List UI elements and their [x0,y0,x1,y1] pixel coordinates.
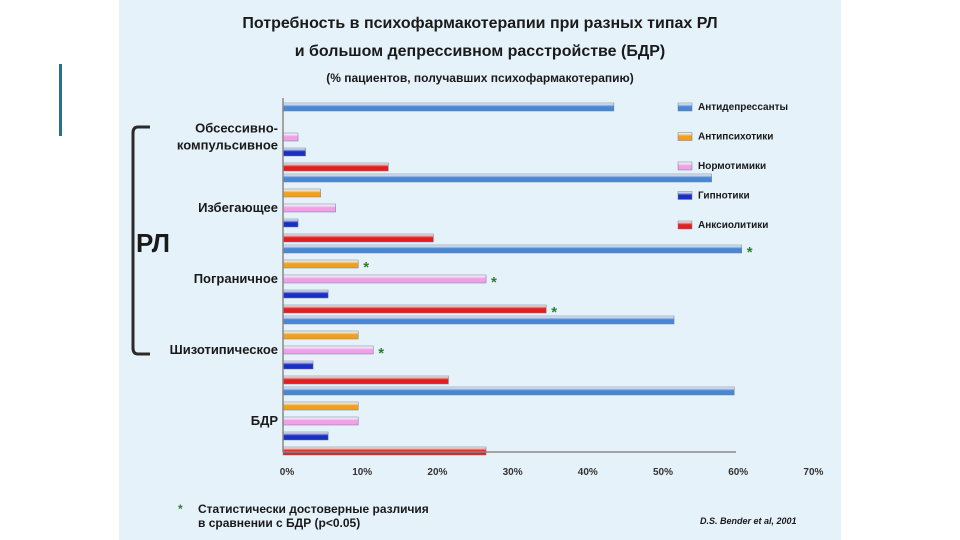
group-bracket [131,125,150,356]
category-label: Шизотипическое [170,342,278,357]
x-tick-label: 10% [352,467,372,478]
bar-4-2 [282,416,359,426]
footnote-line1: Статистически достоверные различия [198,502,429,516]
bar-3-4 [282,375,449,385]
bar-4-1 [282,401,359,411]
bar-3-2 [282,345,374,355]
bar-2-1 [282,259,359,269]
chart-axes [282,98,736,453]
bar-1-1 [282,188,321,198]
legend-label: Анксиолитики [698,220,768,231]
significance-star: * [491,274,497,291]
significance-star: * [551,304,557,321]
bar-4-4 [282,446,487,456]
legend-swatch [677,191,693,200]
legend-label: Нормотимики [698,161,766,172]
x-tick-label: 70% [803,467,823,478]
bar-0-0 [282,102,615,112]
bar-3-3 [282,360,314,370]
bar-1-2 [282,203,336,213]
bar-4-3 [282,431,329,441]
chart-legend: Антидепрессанты Антипсихотики Нормотимики Г… [677,102,788,231]
bar-3-1 [282,330,359,340]
bar-0-2 [282,132,299,142]
category-label: Обсессивно- [195,121,278,136]
source-citation: D.S. Bender et al, 2001 [700,516,797,526]
bar-2-3 [282,289,329,299]
x-tick-label: 50% [653,467,673,478]
legend-label: Гипнотики [698,191,750,202]
category-labels: Обсессивно-компульсивное Избегающее Погран… [170,121,279,429]
bar-2-0 [282,244,742,254]
bar-2-4 [282,304,547,314]
group-brace [131,125,150,356]
legend-swatch [677,161,693,171]
chart-title-line2: и большом депрессивном расстройстве (БДР… [294,43,666,60]
significance-star: * [363,259,369,276]
category-label: Пограничное [194,271,278,286]
bar-1-4 [282,233,434,243]
x-tick-label: 0% [280,467,295,478]
bar-4-0 [282,386,735,396]
category-label: БДР [251,413,279,428]
significance-markers: * * * * * [363,244,753,362]
footnote-line2: в сравнении с БДР (p<0.05) [198,516,361,530]
significance-star: * [378,345,384,362]
category-label: Избегающее [198,200,278,215]
bar-2-2 [282,274,487,284]
group-label-rl: РЛ [136,228,170,258]
bar-0-4 [282,162,389,172]
legend-label: Антидепрессанты [698,102,788,113]
x-tick-label: 30% [503,467,523,478]
chart-bars [282,102,742,456]
bar-3-0 [282,315,675,325]
chart-title-line1: Потребность в психофармакотерапии при ра… [242,15,718,32]
x-tick-label: 20% [427,467,447,478]
bar-1-0 [282,173,712,183]
chart-subtitle: (% пациентов, получавших психофармакотер… [326,71,634,85]
legend-swatch [677,102,693,112]
x-tick-label: 60% [728,467,748,478]
bar-0-3 [282,147,306,157]
significance-star: * [747,244,753,261]
category-label: компульсивное [177,138,278,153]
legend-swatch [677,220,693,230]
bar-1-3 [282,218,299,228]
accent-bar [59,64,62,136]
legend-label: Антипсихотики [698,132,773,143]
legend-swatch [677,132,693,141]
x-tick-label: 40% [578,467,598,478]
footnote-star: * [178,502,183,516]
x-tick-labels: 0% 10% 20% 30% 40% 50% 60% 70% [280,467,824,478]
